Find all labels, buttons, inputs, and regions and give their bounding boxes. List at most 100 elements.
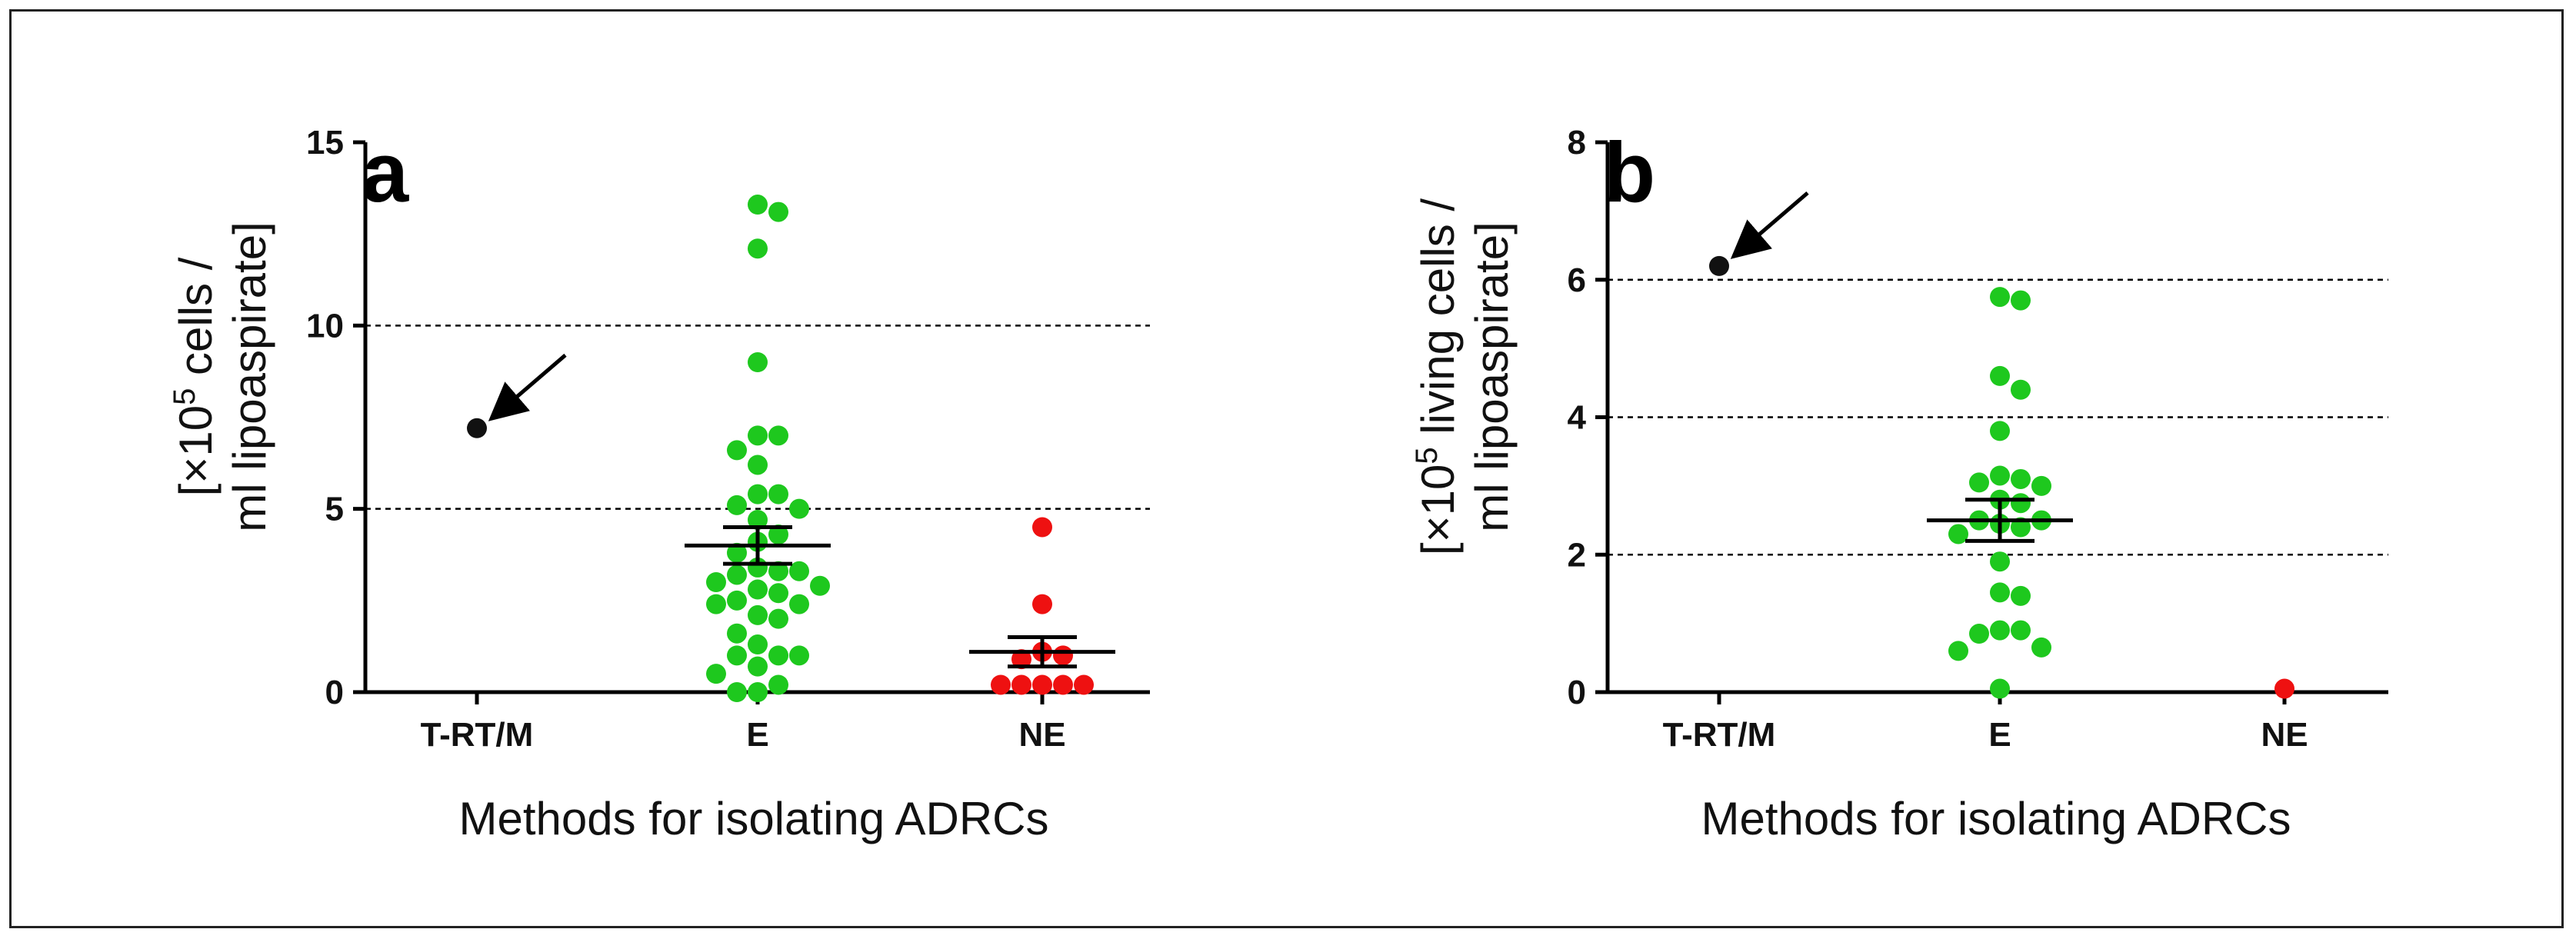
panel-b-point-e [1990,551,2010,572]
panel-a-letter: a [362,125,409,220]
panel-a-point-e [748,509,768,530]
panel-a-y-tick-label: 15 [306,124,344,161]
panel-a-x-tick-label: E [746,716,768,754]
panel-a-point-e [727,590,747,611]
panel-a-point-e [748,682,768,702]
panel-b-point-e [2011,493,2031,514]
panel-a-point-e [727,682,747,702]
panel-b-point-e [1948,641,1968,661]
panel-a-point-ne [1032,674,1052,695]
panel-b-y-tick-label: 2 [1568,536,1586,574]
panel-a-point-e [768,674,788,695]
panel-b-point-e [2031,475,2051,496]
panel-a-ylabel: [×105 cells / ml lipoaspirate] [168,221,275,532]
panel-b-ylabel-line2: ml lipoaspirate] [1466,221,1518,532]
panel-a-point-e [789,594,809,614]
panel-a-y-tick-label: 5 [325,491,344,528]
panel-a-point-e [748,604,768,625]
panel-b-y-tick-label: 0 [1568,674,1586,711]
panel-b-point-e [2011,620,2031,641]
panel-a-point-e [789,645,809,666]
panel-a-point-ne [991,674,1011,695]
panel-a-point-e [748,579,768,600]
panel-b-point-e [1948,524,1968,544]
panel-b-point-e [1990,465,2010,486]
panel-b-point-e [1990,365,2010,386]
panel-b-point-e [2011,585,2031,606]
panel-b-y-tick-label: 4 [1568,399,1587,437]
panel-b-point-e [1990,421,2010,441]
panel-b-point-e [2031,637,2051,658]
panel-b: b [×105 living cells / ml lipoaspirate] … [1410,124,2388,844]
panel-b-point-e [1969,624,1989,644]
panel-b-point-e [1990,678,2010,699]
panel-a-point-e [789,498,809,519]
panel-b-ylabel-line1: [×105 living cells / [1410,198,1464,555]
panel-a-point-e [727,623,747,644]
panel-a-point-e [768,484,788,504]
panel-b-y-tick-label: 6 [1568,261,1586,299]
panel-a-point-e [706,664,726,684]
panel-a-point-e [789,561,809,581]
panel-a-point-e [810,575,830,596]
panel-a-point-ne [1011,649,1031,670]
panel-b-point-e [1990,287,2010,308]
panel-a-point-ne [1011,674,1031,695]
panel-a-arrow [488,353,567,421]
panel-b-point-e [2011,379,2031,400]
panel-a-point-e [727,440,747,461]
panel-b-point-e [2011,468,2031,489]
panel-b-x-tick-label: E [1988,716,2011,754]
panel-b-x-tick-label: NE [2261,716,2308,754]
panel-a-x-tick-label: T-RT/M [421,716,534,754]
panel-a-ylabel-line2: ml lipoaspirate] [224,221,275,532]
panel-b-letter: b [1604,125,1655,220]
panel-a-point-e [748,352,768,372]
panel-a-point-e [727,542,747,563]
panel-a-y-tick-label: 10 [306,307,344,345]
panel-a-point-e [748,425,768,446]
panel-b-xlabel: Methods for isolating ADRCs [1701,793,2291,844]
panel-a-point-e [748,484,768,504]
panel-a: a [×105 cells / ml lipoaspirate] Methods… [168,124,1150,844]
panel-b-point-e [1969,472,1989,493]
panel-b-point-e [1990,582,2010,603]
panel-a-point-e [768,201,788,222]
panel-a-point-e [727,645,747,666]
panel-a-point-e [748,195,768,215]
panel-a-point-e [748,656,768,677]
panel-a-ylabel-line1: [×105 cells / [168,257,222,496]
panel-a-y-tick-label: 0 [325,674,344,711]
panel-a-point-e [768,425,788,446]
panel-a-point-e [727,564,747,585]
panel-b-y-tick-label: 8 [1568,124,1586,161]
panel-a-point-e [768,561,788,581]
figure-frame [9,9,2564,928]
panel-a-point-ne [1032,594,1052,614]
panel-a-point-e [768,583,788,604]
panel-a-point-e [706,572,726,592]
panel-a-x-tick-label: NE [1018,716,1065,754]
panel-a-point-e [727,494,747,515]
panel-a-point-e [748,455,768,475]
panel-a-point-e [768,524,788,545]
panel-a-point-e [768,645,788,666]
panel-b-x-tick-label: T-RT/M [1663,716,1776,754]
panel-a-point-e [706,594,726,614]
panel-b-point-ne [2274,678,2294,699]
panel-b-arrow [1730,191,1809,259]
panel-b-point-e [2011,290,2031,311]
panel-a-point-trtm [467,418,487,438]
panel-a-point-e [748,238,768,259]
panel-b-point-e [1990,620,2010,641]
panel-a-point-e [768,608,788,629]
panel-a-xlabel: Methods for isolating ADRCs [459,793,1049,844]
panel-b-point-trtm [1709,255,1729,276]
panel-a-point-e [748,634,768,655]
panel-a-point-ne [1032,517,1052,538]
panel-a-point-ne [1074,674,1094,695]
panel-b-ylabel: [×105 living cells / ml lipoaspirate] [1410,198,1518,555]
panel-a-point-ne [1053,645,1073,666]
panel-a-point-ne [1053,674,1073,695]
